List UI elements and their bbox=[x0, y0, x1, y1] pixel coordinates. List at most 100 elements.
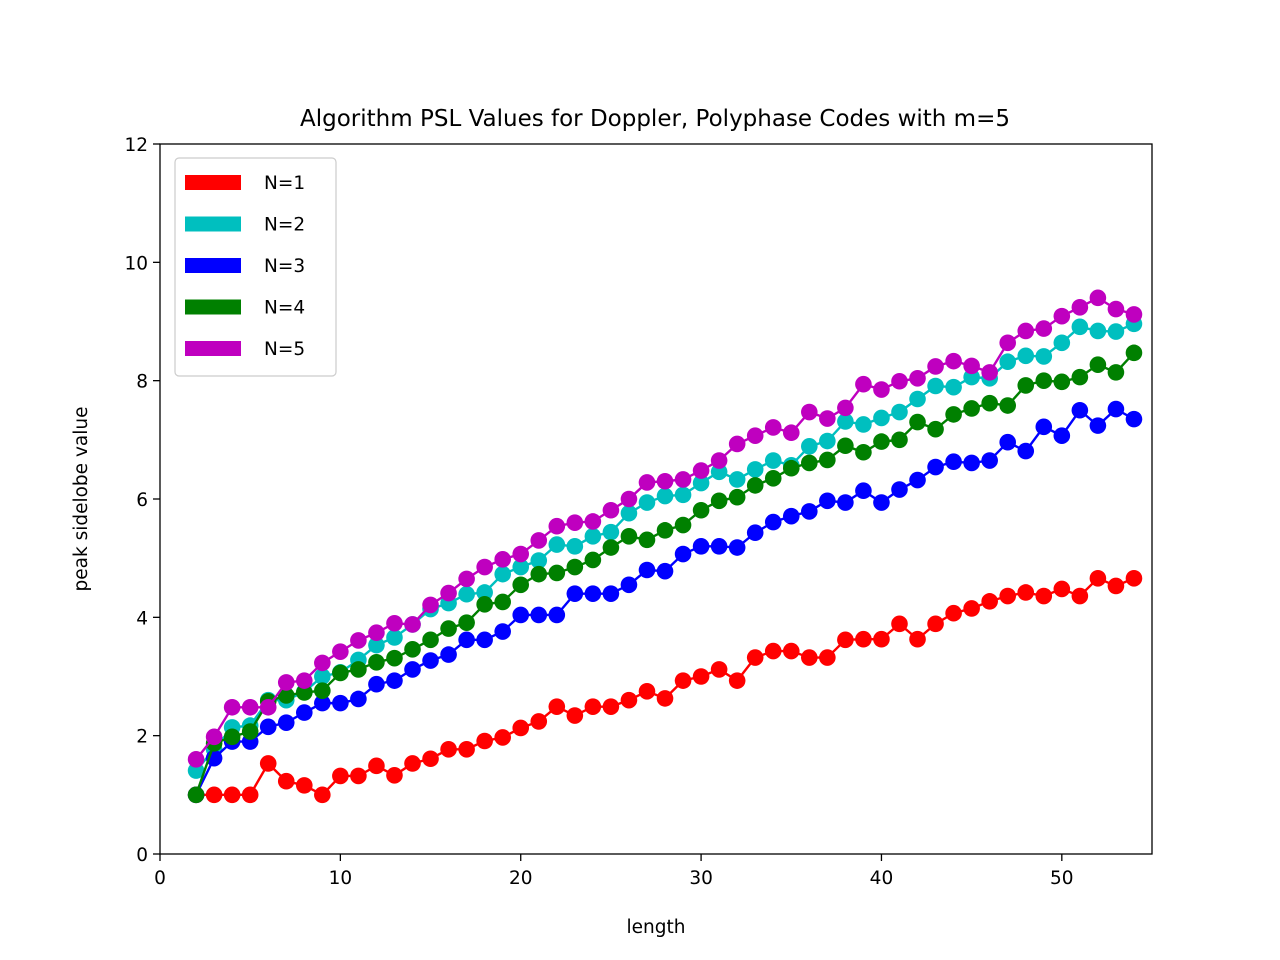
data-point bbox=[945, 604, 962, 622]
data-point bbox=[314, 786, 331, 804]
data-point bbox=[205, 786, 223, 804]
data-point bbox=[1071, 318, 1089, 336]
data-point bbox=[710, 452, 728, 469]
data-point bbox=[728, 672, 746, 689]
data-point bbox=[530, 713, 548, 730]
legend-label: N=3 bbox=[264, 256, 305, 277]
data-point bbox=[1017, 347, 1035, 365]
data-point bbox=[728, 539, 746, 556]
data-point bbox=[656, 690, 674, 707]
data-point bbox=[855, 443, 872, 461]
series-N=3 bbox=[187, 400, 1143, 804]
data-point bbox=[801, 438, 818, 455]
data-point bbox=[620, 490, 638, 508]
data-point bbox=[1035, 372, 1053, 389]
data-point bbox=[1089, 569, 1107, 587]
x-tick-label: 50 bbox=[1050, 868, 1074, 889]
data-point bbox=[512, 576, 530, 594]
series-N=2 bbox=[187, 315, 1143, 779]
data-point bbox=[512, 719, 530, 737]
data-point bbox=[674, 471, 692, 488]
data-point bbox=[259, 718, 277, 736]
data-point bbox=[927, 458, 944, 476]
data-point bbox=[656, 562, 674, 580]
series-N=1 bbox=[187, 569, 1143, 804]
y-tick-label: 12 bbox=[124, 135, 148, 156]
data-point bbox=[873, 630, 890, 648]
data-point bbox=[458, 585, 475, 603]
data-point bbox=[1053, 307, 1071, 325]
data-point bbox=[314, 694, 331, 712]
data-point bbox=[295, 777, 313, 794]
data-point bbox=[981, 394, 998, 412]
data-point bbox=[801, 649, 818, 666]
legend-label: N=2 bbox=[264, 215, 305, 236]
data-point bbox=[314, 654, 331, 672]
data-point bbox=[277, 714, 295, 731]
legend-swatch bbox=[185, 175, 241, 190]
data-point bbox=[422, 652, 439, 669]
data-point bbox=[801, 503, 818, 520]
data-point bbox=[386, 767, 403, 784]
data-point bbox=[945, 453, 962, 471]
data-point bbox=[873, 381, 890, 398]
data-point bbox=[350, 661, 367, 678]
data-point bbox=[530, 606, 548, 624]
data-point bbox=[1035, 418, 1053, 436]
data-point bbox=[404, 755, 421, 772]
data-point bbox=[530, 532, 548, 549]
data-point bbox=[710, 538, 728, 555]
data-point bbox=[368, 624, 385, 642]
data-point bbox=[476, 732, 493, 750]
data-point bbox=[638, 561, 656, 579]
data-point bbox=[440, 620, 457, 637]
data-point bbox=[638, 682, 656, 700]
data-point bbox=[350, 690, 367, 708]
legend-label: N=4 bbox=[264, 298, 305, 319]
data-point bbox=[530, 565, 548, 583]
data-point bbox=[999, 334, 1017, 352]
x-tick-label: 30 bbox=[689, 868, 713, 889]
data-point bbox=[638, 531, 656, 549]
data-point bbox=[927, 420, 944, 438]
data-point bbox=[927, 615, 944, 633]
data-point bbox=[187, 786, 205, 804]
data-point bbox=[764, 469, 782, 487]
data-point bbox=[1107, 577, 1125, 595]
data-point bbox=[746, 649, 764, 666]
data-point bbox=[837, 399, 854, 417]
data-point bbox=[368, 675, 385, 693]
data-point bbox=[277, 674, 295, 691]
data-point bbox=[1125, 410, 1143, 428]
data-point bbox=[404, 640, 421, 658]
data-point bbox=[440, 646, 457, 663]
data-point bbox=[728, 488, 746, 506]
data-point bbox=[386, 629, 403, 646]
data-point bbox=[314, 682, 331, 699]
data-point bbox=[1035, 587, 1053, 605]
data-point bbox=[1071, 299, 1089, 316]
data-point bbox=[494, 593, 511, 611]
data-point bbox=[927, 377, 944, 395]
data-point bbox=[620, 527, 638, 545]
data-point bbox=[440, 740, 457, 758]
data-point bbox=[782, 459, 800, 477]
data-point bbox=[764, 513, 782, 531]
data-point bbox=[873, 433, 890, 450]
data-point bbox=[764, 419, 782, 436]
data-point bbox=[1071, 587, 1089, 605]
data-point bbox=[1053, 427, 1071, 444]
data-point bbox=[458, 631, 475, 649]
data-point bbox=[945, 406, 962, 423]
data-point bbox=[963, 400, 980, 417]
data-point bbox=[674, 516, 692, 534]
data-point bbox=[350, 632, 367, 649]
data-point bbox=[277, 772, 295, 790]
data-point bbox=[548, 564, 566, 582]
data-point bbox=[981, 452, 998, 469]
data-point bbox=[1107, 400, 1125, 418]
data-point bbox=[999, 397, 1017, 414]
data-point bbox=[692, 538, 710, 555]
data-point bbox=[530, 552, 548, 569]
